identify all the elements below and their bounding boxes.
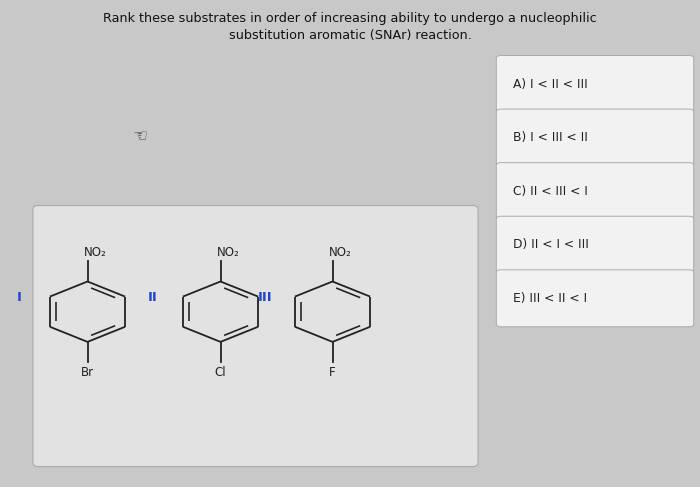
Text: II: II bbox=[148, 291, 158, 303]
Text: E) III < II < I: E) III < II < I bbox=[513, 292, 587, 305]
Text: Cl: Cl bbox=[215, 366, 226, 379]
FancyBboxPatch shape bbox=[496, 56, 694, 112]
FancyBboxPatch shape bbox=[496, 270, 694, 327]
FancyBboxPatch shape bbox=[496, 163, 694, 220]
Text: D) II < I < III: D) II < I < III bbox=[513, 238, 589, 251]
FancyBboxPatch shape bbox=[496, 216, 694, 273]
Text: Rank these substrates in order of increasing ability to undergo a nucleophilic: Rank these substrates in order of increa… bbox=[103, 12, 597, 25]
Text: B) I < III < II: B) I < III < II bbox=[513, 131, 588, 144]
Text: substitution aromatic (SNAr) reaction.: substitution aromatic (SNAr) reaction. bbox=[229, 29, 471, 42]
Text: Br: Br bbox=[81, 366, 94, 379]
Text: C) II < III < I: C) II < III < I bbox=[513, 185, 588, 198]
FancyBboxPatch shape bbox=[496, 109, 694, 166]
Text: NO₂: NO₂ bbox=[217, 245, 239, 259]
Text: A) I < II < III: A) I < II < III bbox=[513, 77, 588, 91]
FancyBboxPatch shape bbox=[33, 206, 478, 467]
Text: F: F bbox=[329, 366, 336, 379]
Text: ☜: ☜ bbox=[132, 128, 148, 145]
Text: III: III bbox=[258, 291, 272, 303]
Text: NO₂: NO₂ bbox=[84, 245, 106, 259]
Text: I: I bbox=[18, 291, 22, 303]
Text: NO₂: NO₂ bbox=[329, 245, 351, 259]
